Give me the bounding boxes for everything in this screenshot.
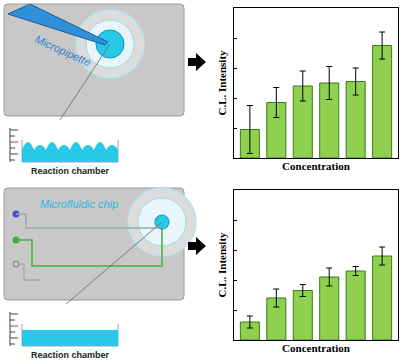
svg-text:C.L. Intensity: C.L. Intensity bbox=[216, 50, 228, 116]
svg-text:Microfluidic chip: Microfluidic chip bbox=[40, 198, 118, 210]
svg-text:Reaction chamber: Reaction chamber bbox=[31, 166, 110, 176]
svg-text:Reaction chamber: Reaction chamber bbox=[31, 350, 110, 360]
svg-text:Micropipette: Micropipette bbox=[33, 33, 93, 68]
svg-text:C.L. Intensity: C.L. Intensity bbox=[216, 232, 228, 298]
svg-text:Concentration: Concentration bbox=[282, 160, 350, 172]
svg-text:Concentration: Concentration bbox=[282, 342, 350, 354]
